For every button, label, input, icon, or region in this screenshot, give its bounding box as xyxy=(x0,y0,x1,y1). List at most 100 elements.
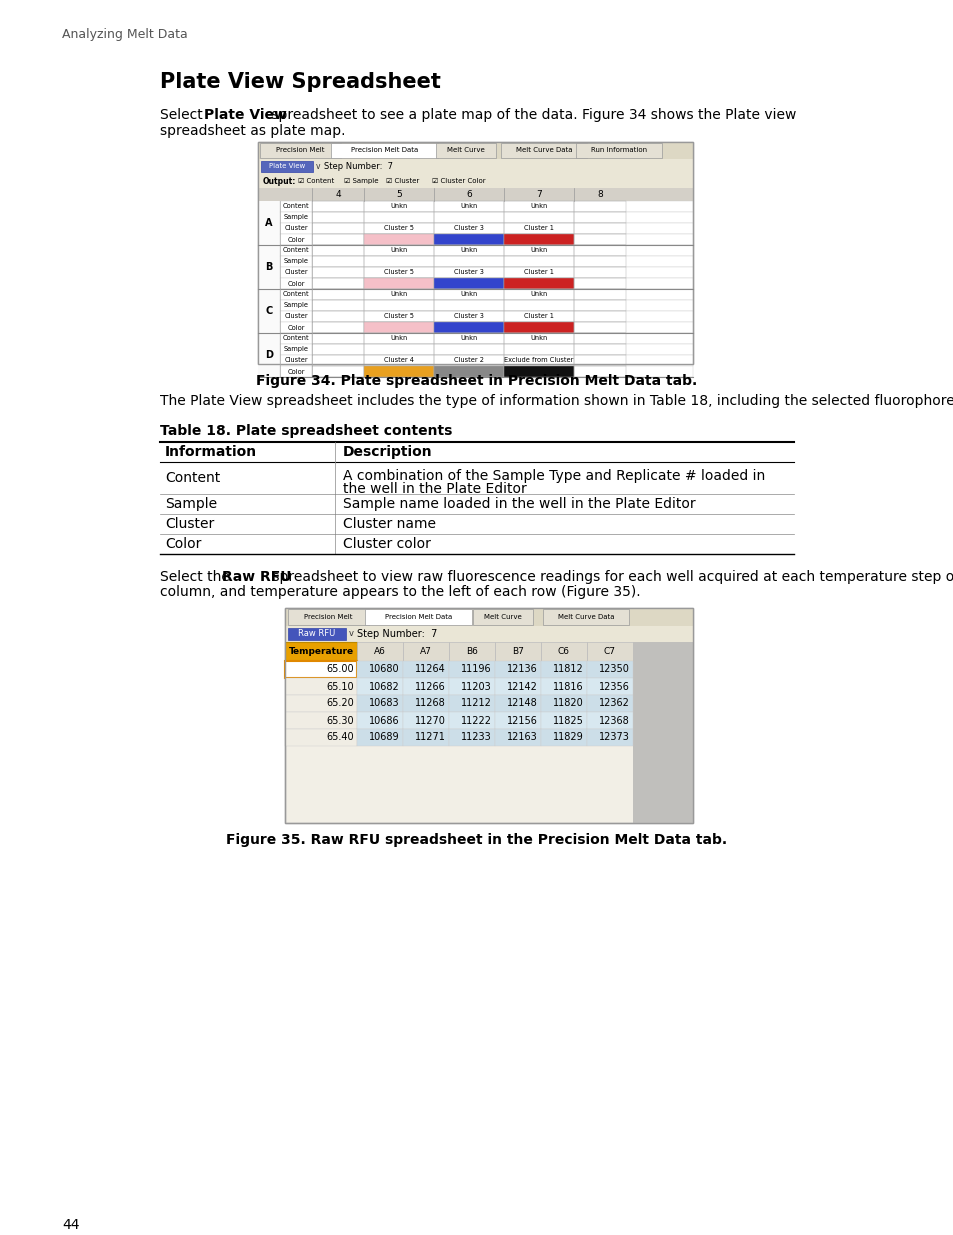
Bar xyxy=(261,161,313,172)
Bar xyxy=(574,345,625,354)
Bar xyxy=(257,333,692,377)
Text: Cluster: Cluster xyxy=(284,314,308,320)
Text: 7: 7 xyxy=(536,190,541,199)
Bar xyxy=(312,354,364,366)
Bar xyxy=(574,245,625,256)
Text: 11816: 11816 xyxy=(553,682,583,692)
Bar xyxy=(285,695,356,713)
Text: 10682: 10682 xyxy=(369,682,399,692)
Text: 10683: 10683 xyxy=(369,699,399,709)
Bar xyxy=(503,212,574,224)
Text: ☑ Content: ☑ Content xyxy=(297,178,334,184)
Text: Melt Curve Data: Melt Curve Data xyxy=(516,147,572,153)
Text: C7: C7 xyxy=(603,647,616,656)
Bar xyxy=(402,661,449,678)
Text: Step Number:  7: Step Number: 7 xyxy=(324,162,393,170)
Bar xyxy=(586,713,633,729)
Bar xyxy=(503,278,574,289)
Text: Melt Curve: Melt Curve xyxy=(447,147,484,153)
Bar xyxy=(500,143,586,158)
Bar xyxy=(364,366,434,377)
Text: Unkn: Unkn xyxy=(390,336,407,342)
Text: ☑ Cluster Color: ☑ Cluster Color xyxy=(432,178,485,184)
Text: Cluster 5: Cluster 5 xyxy=(384,269,414,275)
Bar xyxy=(574,311,625,322)
Text: 4: 4 xyxy=(335,190,340,199)
Bar xyxy=(280,322,692,333)
Bar xyxy=(586,642,633,661)
Bar xyxy=(495,695,540,713)
Bar xyxy=(285,678,356,695)
Text: Color: Color xyxy=(287,280,304,287)
Bar xyxy=(473,609,533,625)
Bar xyxy=(331,143,437,158)
Text: Content: Content xyxy=(282,336,309,342)
Text: 65.40: 65.40 xyxy=(326,732,354,742)
Text: 12163: 12163 xyxy=(507,732,537,742)
Text: 11268: 11268 xyxy=(415,699,446,709)
Text: 44: 44 xyxy=(62,1218,79,1233)
Bar xyxy=(364,245,434,256)
Bar xyxy=(285,608,692,823)
Text: Step Number:  7: Step Number: 7 xyxy=(356,629,436,638)
Text: Cluster 3: Cluster 3 xyxy=(454,269,483,275)
Bar xyxy=(434,245,503,256)
Bar xyxy=(503,233,574,245)
Text: The Plate View spreadsheet includes the type of information shown in Table 18, i: The Plate View spreadsheet includes the … xyxy=(160,394,953,408)
Text: Cluster 2: Cluster 2 xyxy=(454,357,483,363)
Bar xyxy=(280,245,692,256)
Text: Sample name loaded in the well in the Plate Editor: Sample name loaded in the well in the Pl… xyxy=(343,496,695,511)
Text: 11825: 11825 xyxy=(553,715,583,725)
Bar xyxy=(364,201,434,212)
Text: Cluster: Cluster xyxy=(165,517,214,531)
Bar xyxy=(574,224,625,233)
Bar xyxy=(503,289,574,300)
Bar xyxy=(312,256,364,267)
Text: Cluster: Cluster xyxy=(284,226,308,231)
Text: Run Information: Run Information xyxy=(590,147,646,153)
Text: Exclude from Cluster: Exclude from Cluster xyxy=(504,357,573,363)
Text: B7: B7 xyxy=(512,647,523,656)
Bar xyxy=(280,300,692,311)
Text: Cluster name: Cluster name xyxy=(343,517,436,531)
Bar xyxy=(503,366,574,377)
Bar xyxy=(434,333,503,345)
Bar xyxy=(495,729,540,746)
Text: Unkn: Unkn xyxy=(530,336,547,342)
Text: 6: 6 xyxy=(466,190,472,199)
Text: Cluster 4: Cluster 4 xyxy=(384,357,414,363)
Bar xyxy=(364,354,434,366)
Bar xyxy=(434,311,503,322)
Bar xyxy=(257,201,692,245)
Bar xyxy=(312,212,364,224)
Text: 11196: 11196 xyxy=(461,664,492,674)
Bar xyxy=(503,278,574,289)
Bar xyxy=(257,159,692,174)
Bar xyxy=(280,278,692,289)
Bar xyxy=(280,256,692,267)
Text: 65.00: 65.00 xyxy=(326,664,354,674)
Bar xyxy=(364,345,434,354)
Bar xyxy=(503,256,574,267)
Bar xyxy=(285,608,692,626)
Bar xyxy=(574,322,625,333)
Text: 11264: 11264 xyxy=(415,664,446,674)
Text: Content: Content xyxy=(282,247,309,253)
Text: Unkn: Unkn xyxy=(460,291,477,298)
Bar xyxy=(574,300,625,311)
Bar xyxy=(364,233,434,245)
Text: Unkn: Unkn xyxy=(460,336,477,342)
Bar xyxy=(434,278,503,289)
Text: Color: Color xyxy=(165,537,201,551)
Bar xyxy=(503,233,574,245)
Bar xyxy=(312,333,364,345)
Bar xyxy=(434,300,503,311)
Bar xyxy=(280,311,692,322)
Text: 5: 5 xyxy=(395,190,401,199)
Bar xyxy=(280,201,692,212)
Bar xyxy=(434,256,503,267)
Bar xyxy=(503,267,574,278)
Text: ☑ Sample: ☑ Sample xyxy=(344,178,378,184)
Bar xyxy=(574,354,625,366)
Text: 11270: 11270 xyxy=(415,715,446,725)
